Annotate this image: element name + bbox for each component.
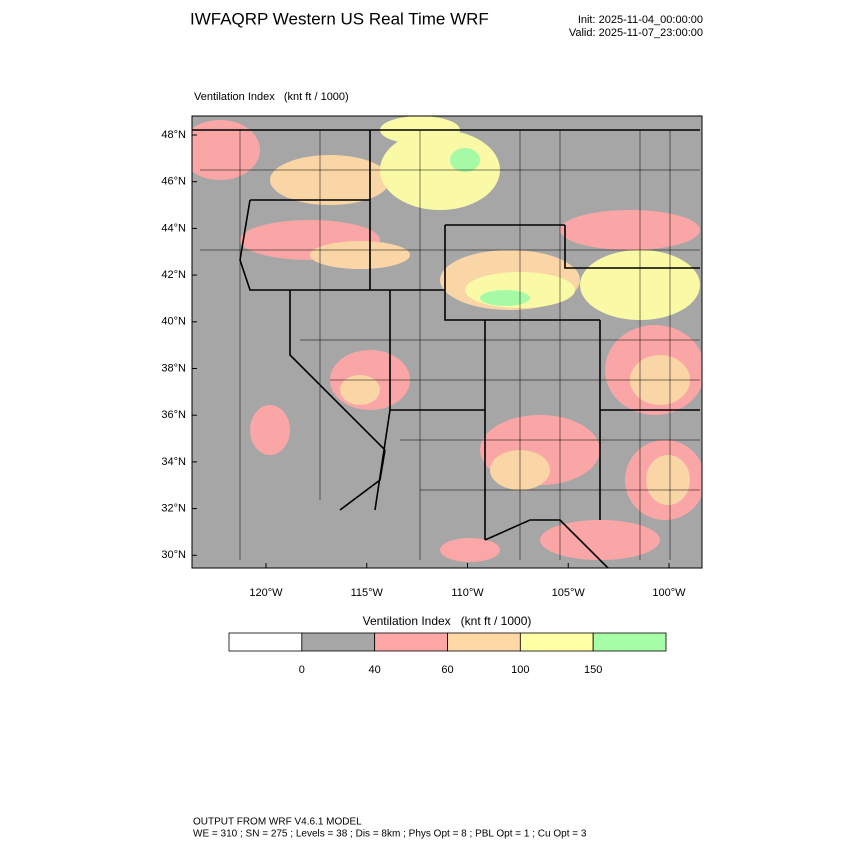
lat-label: 34°N: [161, 456, 186, 468]
colorbar-label: 40: [369, 664, 381, 676]
map: [192, 116, 702, 568]
colorbar-label: 100: [511, 664, 529, 676]
colorbar-box: [447, 632, 521, 652]
lon-label: 105°W: [552, 587, 586, 599]
lat-label: 42°N: [161, 269, 186, 281]
colorbar-box: [374, 632, 448, 652]
colorbar-label: 0: [299, 664, 305, 676]
map-title: Ventilation Index (knt ft / 1000): [194, 91, 349, 103]
footer-line: WE = 310 ; SN = 275 ; Levels = 38 ; Dis …: [193, 829, 587, 840]
colorbar-title: Ventilation Index (knt ft / 1000): [363, 614, 532, 628]
colorbar-box: [228, 632, 303, 652]
lat-label: 36°N: [161, 409, 186, 421]
colorbar-box: [592, 632, 667, 652]
lat-label: 30°N: [161, 549, 186, 561]
footer-line: OUTPUT FROM WRF V4.6.1 MODEL: [193, 817, 362, 828]
colorbar-box: [519, 632, 594, 652]
init-time: Init: 2025-11-04_00:00:00: [578, 14, 703, 26]
boundaries: [192, 129, 700, 568]
title: IWFAQRP Western US Real Time WRF: [190, 9, 489, 28]
lat-label: 38°N: [161, 362, 186, 374]
lon-label: 110°W: [451, 587, 484, 599]
colorbar-label: 150: [584, 664, 602, 676]
colorbar-box: [301, 632, 376, 652]
lat-label: 48°N: [161, 129, 186, 141]
lat-label: 46°N: [161, 176, 186, 188]
lat-label: 40°N: [161, 316, 186, 328]
lon-label: 115°W: [351, 587, 384, 599]
lon-label: 100°W: [652, 587, 686, 599]
map-frame: [191, 115, 703, 569]
lat-label: 44°N: [161, 222, 186, 234]
lat-label: 32°N: [161, 503, 186, 515]
lon-label: 120°W: [249, 587, 283, 599]
colorbar-label: 60: [441, 664, 453, 676]
county-lines: [200, 130, 700, 560]
valid-time: Valid: 2025-11-07_23:00:00: [569, 27, 703, 39]
